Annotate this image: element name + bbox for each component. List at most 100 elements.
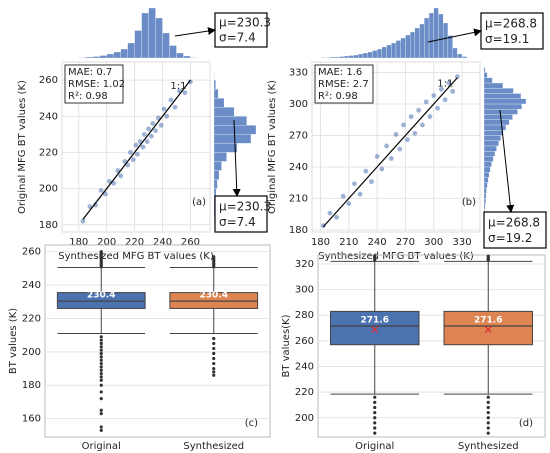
scatter-point [401, 122, 406, 128]
hist-bar [348, 55, 354, 59]
stats-text: MAE: 0.7 [68, 67, 112, 78]
flier [212, 341, 216, 346]
hist-bar [483, 135, 501, 141]
annotation-box [214, 195, 268, 233]
scatter-point [128, 150, 133, 155]
flier [99, 338, 103, 342]
hist-bar [483, 67, 486, 73]
scatter-point [320, 223, 326, 229]
flier [99, 348, 103, 352]
y-tick-label: 240 [39, 111, 58, 122]
hist-bar [483, 166, 491, 173]
flier [99, 351, 103, 356]
panel-label: (b) [462, 197, 476, 208]
hist-bar [155, 17, 163, 59]
flier [486, 421, 490, 425]
annotation-text: σ=7.4 [219, 31, 256, 45]
y-tick-label: 200 [295, 413, 314, 424]
scatter-point [158, 122, 164, 128]
flier [99, 408, 103, 412]
scatter-point [130, 157, 136, 163]
y-tick-label: 300 [289, 99, 308, 110]
y-tick-label: 180 [22, 380, 41, 391]
y-tick-label: 260 [295, 336, 314, 347]
flier [373, 426, 377, 430]
hist-bar [99, 55, 107, 59]
stats-text: MAE: 1.6 [318, 67, 362, 78]
y-axis-label: Original MFG BT values (K) [267, 80, 278, 214]
identity-label: 1:1 [437, 79, 453, 90]
hist-bar [213, 152, 227, 162]
arrow [427, 28, 482, 43]
flier [373, 395, 377, 399]
hist-bar [483, 72, 488, 78]
hist-bar [213, 79, 216, 90]
annotation-text: μ=268.8 [485, 16, 537, 30]
scatter-point [352, 181, 357, 187]
flier [486, 395, 490, 399]
arrow [499, 109, 515, 213]
scatter-point [168, 97, 174, 103]
flier [99, 428, 103, 432]
arrow [232, 119, 241, 197]
hist-bar [483, 156, 494, 162]
plot-frame [317, 254, 546, 438]
median-label: 230.4 [87, 291, 115, 301]
scatter-point [369, 179, 374, 185]
hist-bar [410, 31, 416, 59]
annotation-box [483, 211, 547, 249]
flier [212, 336, 216, 341]
hist-bar [141, 12, 149, 59]
flier [373, 431, 377, 435]
flier [99, 412, 103, 416]
scatter-point [118, 173, 124, 179]
scatter-point [374, 154, 380, 159]
flier [212, 351, 216, 356]
hist-bar [213, 88, 219, 99]
x-tick-label: 180 [311, 237, 330, 248]
hist-bar [176, 52, 184, 59]
y-axis-label: BT values(K) [281, 314, 292, 377]
flier [373, 400, 377, 404]
y-tick-label: 270 [289, 130, 308, 141]
hist-bar [213, 170, 220, 180]
y-axis-label: Original MFG BT values (K) [17, 80, 28, 214]
x-tick-label: 220 [125, 237, 144, 248]
scatter-point [427, 114, 433, 119]
scatter-point [397, 146, 403, 152]
scatter-point [182, 90, 188, 96]
y-tick-label: 240 [295, 362, 314, 373]
hist-bar [483, 177, 489, 183]
hist-bar [329, 56, 335, 59]
scatter-point [412, 130, 418, 136]
y-tick-label: 280 [295, 310, 314, 321]
hist-bar [106, 53, 114, 59]
hist-bar [120, 48, 128, 59]
scatter-point [384, 143, 389, 149]
hist-bar [483, 182, 488, 189]
y-tick-label: 320 [295, 259, 314, 270]
hist-bar [483, 119, 510, 126]
annotation-text: μ=230.3 [219, 199, 271, 213]
hist-bar [134, 30, 142, 59]
hist-bar [483, 187, 487, 194]
hist-bar [433, 7, 439, 59]
scatter-point [161, 106, 167, 112]
stats-text: RMSE: 1.02 [68, 79, 125, 90]
flier [212, 370, 216, 374]
scatter-point [408, 114, 414, 119]
flier [373, 421, 377, 425]
annotation-text: σ=7.4 [219, 215, 256, 229]
y-tick-label: 260 [22, 247, 41, 258]
scatter-point [442, 97, 448, 103]
scatter-point [153, 128, 158, 134]
flier [486, 411, 490, 415]
y-tick-label: 200 [39, 184, 58, 195]
scatter-point [327, 210, 333, 216]
hist-bar [78, 57, 86, 59]
scatter-point [172, 104, 178, 110]
identity-label: 1:1 [170, 81, 186, 92]
hist-bar [372, 50, 378, 59]
stats-text: R²: 0.98 [68, 91, 108, 102]
